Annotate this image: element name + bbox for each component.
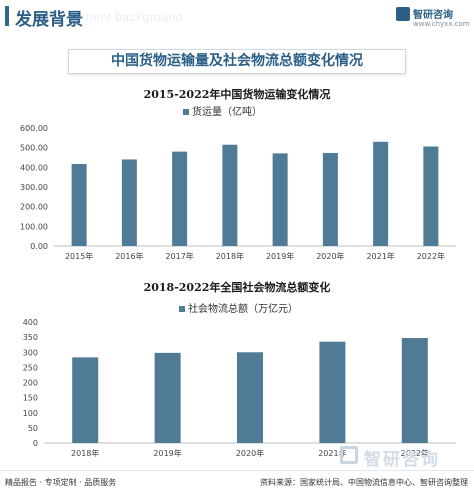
chart1-xtick-label: 2022年 [417, 251, 445, 261]
chart2-title: 2018-2022年全国社会物流总额变化 [143, 281, 331, 294]
header-accent-bar [5, 6, 9, 26]
chart1-xtick-label: 2015年 [65, 251, 93, 261]
section-header: 发展背景 nent background 智研咨询 www.chyxx.com [0, 0, 474, 36]
footer-watermark-logo: 智研咨询 [340, 444, 468, 470]
chart1-ytick-label: 300.00 [20, 183, 48, 192]
chart2-bar [237, 352, 263, 443]
chart1-ytick-label: 200.00 [20, 203, 48, 212]
chart1-bar [423, 146, 439, 246]
chart1-bar [222, 144, 238, 246]
chart1-bar [71, 163, 87, 246]
chart1-xtick-label: 2016年 [115, 251, 143, 261]
chart1-plot: 0.00 100.00 200.00 300.00 400.00 500.00 600.00… [20, 124, 456, 261]
chart2-xtick-label: 2022年 [401, 448, 429, 458]
chart2-ytick-label: 400 [23, 318, 38, 327]
chart2-plot: 0 50 100 150 200 250 300 350 400 2018年 2019年 2020年 2… [23, 318, 456, 458]
chart2-ytick-label: 0 [33, 439, 38, 448]
chart2-ytick-label: 200 [23, 379, 38, 388]
chart1-legend: 货运量（亿吨） [183, 103, 262, 118]
chart2-ytick-label: 100 [23, 409, 38, 418]
chart1-bar [373, 141, 389, 246]
chart2-xtick-label: 2019年 [153, 448, 181, 458]
chart2-ytick-label: 150 [23, 394, 38, 403]
chart2-bar [154, 352, 181, 443]
chart2-ytick-label: 300 [23, 348, 38, 357]
header-watermark-text: nent background [86, 10, 183, 24]
chart2-bar [319, 341, 346, 443]
chart2-xtick-label: 2021年 [318, 448, 346, 458]
chart2-ytick-label: 350 [23, 333, 38, 342]
chart2-legend-label: 社会物流总额（万亿元） [188, 304, 298, 315]
brand-name: 智研咨询 [413, 10, 453, 21]
chart2-legend-swatch [179, 306, 185, 312]
chart1-bar [172, 151, 188, 246]
chart1-ytick-label: 0.00 [30, 242, 48, 251]
chart1-ytick-label: 100.00 [20, 222, 48, 231]
chart1-bar [322, 152, 338, 246]
chart1-title: 2015-2022年中国货物运输变化情况 [143, 88, 331, 101]
chart1-legend-label: 货运量（亿吨） [192, 107, 262, 118]
chart2-bar [401, 338, 428, 443]
chart2-bar [72, 357, 99, 443]
chart1-ytick-label: 500.00 [20, 144, 48, 153]
chart1-xtick-label: 2017年 [165, 251, 193, 261]
chart1-legend-swatch [183, 109, 189, 115]
chart2-xtick-label: 2018年 [71, 448, 99, 458]
footer-tagline: 精品报告 · 专项定制 · 品质服务 [5, 478, 117, 487]
section-title: 发展背景 [15, 10, 83, 30]
chart1-xtick-label: 2020年 [316, 251, 344, 261]
chart1-xtick-label: 2018年 [216, 251, 244, 261]
chart1-xtick-label: 2021年 [366, 251, 394, 261]
chart2-legend: 社会物流总额（万亿元） [179, 300, 298, 315]
chart2-xtick-label: 2020年 [236, 448, 264, 458]
chart1-bar [272, 153, 288, 246]
chart1-ytick-label: 400.00 [20, 163, 48, 172]
chart2-ytick-label: 50 [28, 424, 38, 433]
footer-logo-mark-icon [340, 446, 358, 464]
chart2-ytick-label: 250 [23, 363, 38, 372]
chart1-bar [121, 159, 137, 246]
banner-title: 中国货物运输量及社会物流总额变化情况 [111, 53, 363, 69]
page-banner: 中国货物运输量及社会物流总额变化情况 [68, 49, 406, 74]
brand-url: www.chyxx.com [413, 20, 470, 28]
page-footer: 精品报告 · 专项定制 · 品质服务 资料来源：国家统计局、中国物流信息中心、智… [0, 470, 474, 493]
chart1-xtick-label: 2019年 [266, 251, 294, 261]
chart1-ytick-label: 600.00 [20, 124, 48, 133]
brand-logo-block: 智研咨询 www.chyxx.com [396, 4, 470, 32]
footer-source: 资料来源：国家统计局、中国物流信息中心、智研咨询整理 [260, 478, 468, 487]
footer-logo-text: 智研咨询 [364, 450, 440, 470]
brand-logo-icon [396, 7, 410, 21]
